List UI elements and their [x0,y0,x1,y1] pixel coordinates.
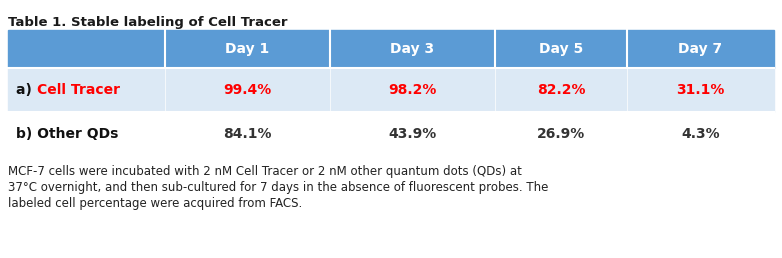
Text: 99.4%: 99.4% [224,83,271,97]
Text: 43.9%: 43.9% [389,127,436,141]
Bar [165,112,330,156]
Text: 37°C overnight, and then sub-cultured for 7 days in the absence of fluorescent p: 37°C overnight, and then sub-cultured fo… [8,181,548,194]
Bar [165,68,330,112]
Bar [495,30,627,68]
Text: 4.3%: 4.3% [681,127,719,141]
Bar [165,30,330,68]
Text: 98.2%: 98.2% [389,83,436,97]
Text: 84.1%: 84.1% [223,127,272,141]
Text: 26.9%: 26.9% [537,127,585,141]
Bar [627,68,774,112]
Text: b) Other QDs: b) Other QDs [16,127,118,141]
Text: Day 7: Day 7 [679,42,723,56]
Text: Cell Tracer: Cell Tracer [37,83,120,97]
Bar [495,112,627,156]
Bar [627,30,774,68]
Text: labeled cell percentage were acquired from FACS.: labeled cell percentage were acquired fr… [8,197,303,210]
Bar [330,68,495,112]
Text: Day 1: Day 1 [225,42,270,56]
Bar [330,30,495,68]
Text: Day 3: Day 3 [390,42,435,56]
Bar [8,112,165,156]
Bar [495,68,627,112]
Text: 82.2%: 82.2% [536,83,585,97]
Text: 31.1%: 31.1% [676,83,725,97]
Text: Day 5: Day 5 [539,42,583,56]
Text: MCF-7 cells were incubated with 2 nM Cell Tracer or 2 nM other quantum dots (QDs: MCF-7 cells were incubated with 2 nM Cel… [8,165,522,178]
Bar [8,30,165,68]
Text: Table 1. Stable labeling of Cell Tracer: Table 1. Stable labeling of Cell Tracer [8,16,288,29]
Bar [627,112,774,156]
Bar [330,112,495,156]
Bar [8,68,165,112]
Text: a): a) [16,83,37,97]
